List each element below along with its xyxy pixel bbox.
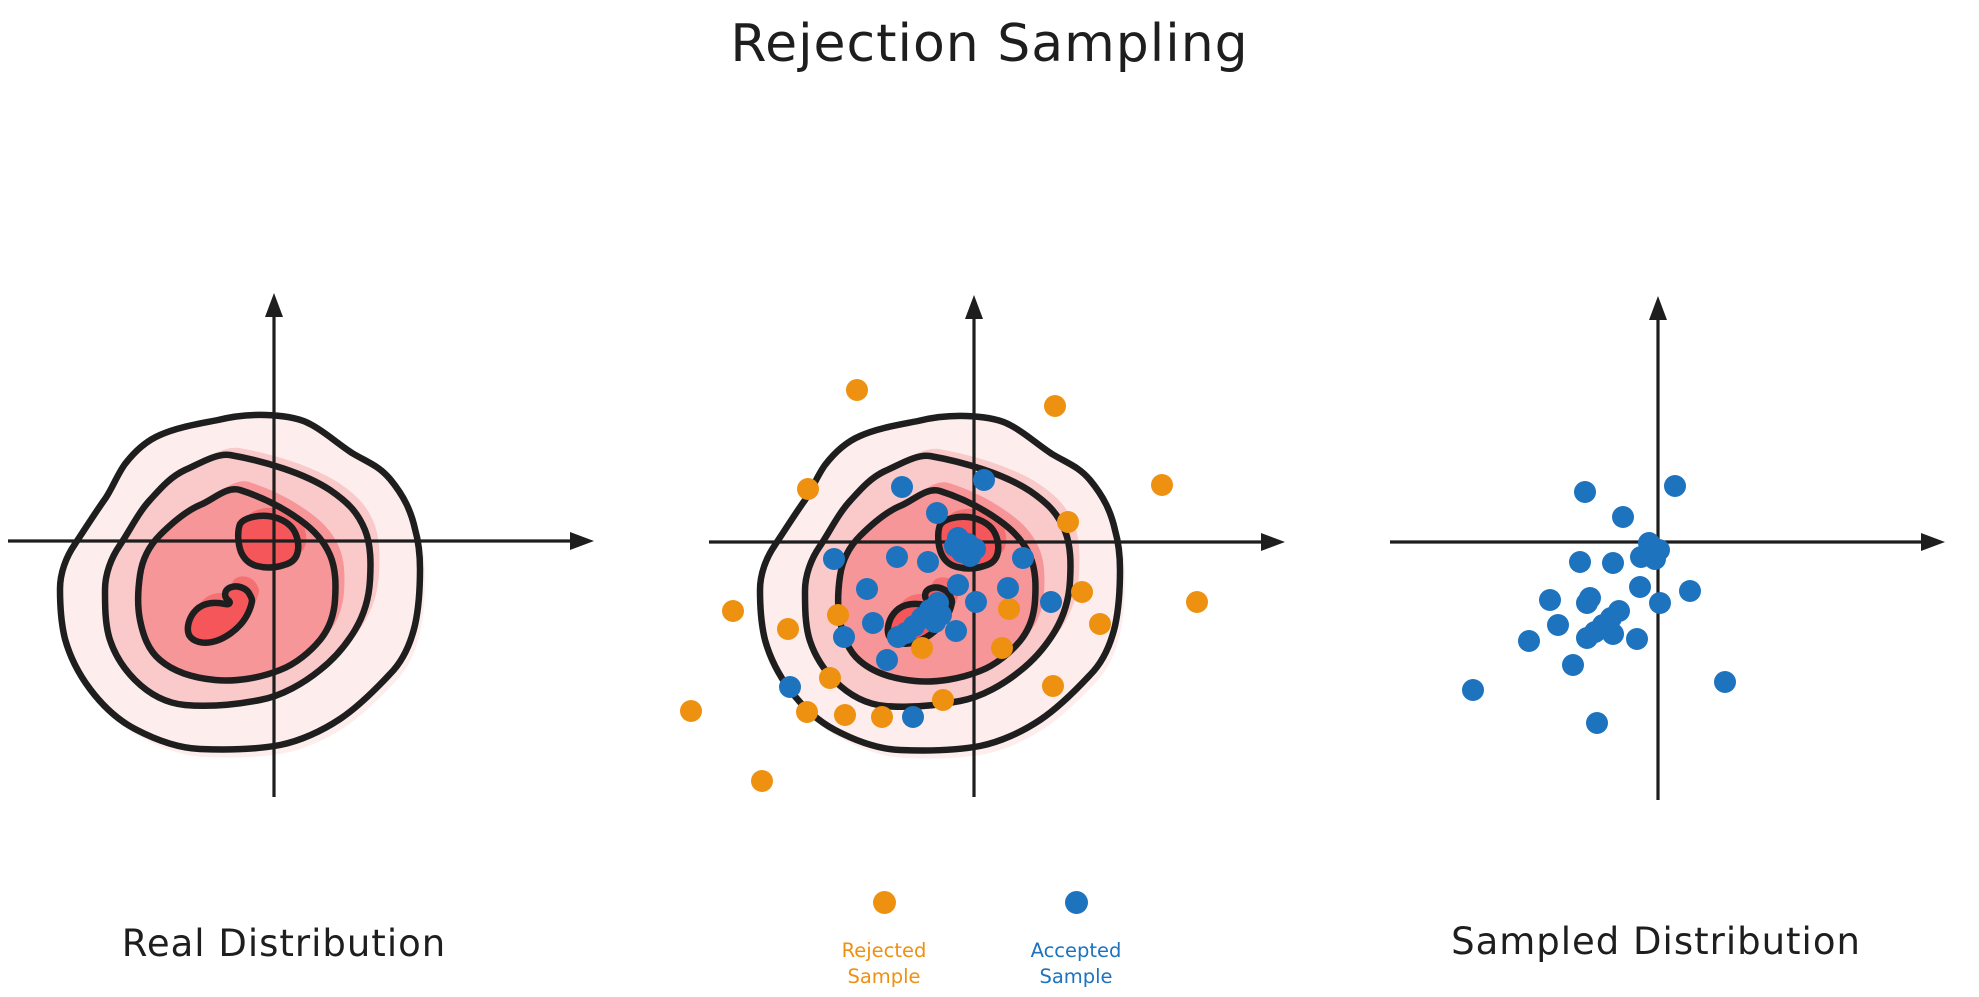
y-axis-arrowhead xyxy=(965,295,983,319)
rejected-sample-dot xyxy=(819,667,841,689)
accepted-sample-dot xyxy=(1679,580,1701,602)
accepted-sample-dot xyxy=(973,469,995,491)
accepted-sample-dot xyxy=(823,548,845,570)
rejected-sample-dot xyxy=(1057,511,1079,533)
accepted-sample-dot xyxy=(1664,475,1686,497)
rejected-sample-dot xyxy=(834,704,856,726)
rejected-sample-dot xyxy=(998,598,1020,620)
rejected-sample-dot xyxy=(751,770,773,792)
accepted-sample-dot xyxy=(1602,552,1624,574)
accepted-sample-dot xyxy=(1612,506,1634,528)
accepted-sample-dot xyxy=(1569,551,1591,573)
rejected-sample-dot xyxy=(911,637,933,659)
rejected-sample-dot xyxy=(1151,474,1173,496)
accepted-sample-dot xyxy=(917,551,939,573)
accepted-sample-dot xyxy=(1602,623,1624,645)
panel-sampling xyxy=(680,295,1285,797)
rejected-sample-dot xyxy=(796,701,818,723)
accepted-sample-dot xyxy=(947,574,969,596)
rejected-sample-dot xyxy=(1089,613,1111,635)
accepted-sample-dot xyxy=(1644,548,1666,570)
accepted-sample-dot xyxy=(1562,654,1584,676)
accepted-sample-dot xyxy=(876,649,898,671)
rejected-sample-dot xyxy=(991,637,1013,659)
accepted-sample-dot xyxy=(1576,627,1598,649)
rejected-sample-dot xyxy=(797,478,819,500)
x-axis-arrowhead xyxy=(1921,533,1945,551)
accepted-sample-dot xyxy=(1518,630,1540,652)
accepted-sample-dot xyxy=(965,591,987,613)
panel-sampled-distribution xyxy=(1390,296,1945,800)
accepted-sample-dot xyxy=(1626,628,1648,650)
accepted-sample-dot xyxy=(959,545,981,567)
accepted-sample-dot xyxy=(891,476,913,498)
legend-item-accepted: Accepted Sample xyxy=(1027,891,1125,990)
rejected-sample-dot xyxy=(680,700,702,722)
accepted-sample-dot xyxy=(1649,592,1671,614)
y-axis-arrowhead xyxy=(1649,296,1667,320)
accepted-sample-dot xyxy=(1462,679,1484,701)
accepted-sample-dot xyxy=(902,706,924,728)
accepted-sample-dot xyxy=(1574,481,1596,503)
accepted-sample-label: Accepted Sample xyxy=(1030,939,1122,988)
accepted-sample-dot xyxy=(1012,547,1034,569)
x-axis-arrowhead xyxy=(1261,533,1285,551)
rejected-sample-dot xyxy=(1186,591,1208,613)
accepted-sample-dot xyxy=(887,626,909,648)
accepted-sample-dot xyxy=(856,578,878,600)
accepted-sample-dot xyxy=(997,577,1019,599)
accepted-sample-dot xyxy=(1539,589,1561,611)
rejected-sample-dot xyxy=(871,706,893,728)
rejected-sample-dot xyxy=(846,379,868,401)
diagram-title: Rejection Sampling xyxy=(730,14,1249,74)
rejected-sample-dot-icon xyxy=(872,891,896,914)
y-axis-arrowhead xyxy=(265,293,283,317)
rejected-sample-dot xyxy=(777,618,799,640)
accepted-sample-dot xyxy=(1576,592,1598,614)
rejected-sample-dot xyxy=(1044,395,1066,417)
rejected-sample-dot xyxy=(827,604,849,626)
x-axis-arrowhead xyxy=(570,532,594,550)
accepted-sample-dot xyxy=(926,502,948,524)
real-distribution-label: Real Distribution xyxy=(121,922,447,965)
legend-item-rejected: Rejected Sample xyxy=(835,891,933,990)
accepted-sample-dot xyxy=(1040,591,1062,613)
sampled-distribution-label: Sampled Distribution xyxy=(1451,920,1861,963)
accepted-sample-dot xyxy=(833,626,855,648)
accepted-sample-dot xyxy=(886,546,908,568)
accepted-sample-dot xyxy=(862,612,884,634)
rejected-sample-label: Rejected Sample xyxy=(841,939,927,988)
accepted-sample-dot xyxy=(1586,712,1608,734)
rejected-sample-dot xyxy=(1071,581,1093,603)
accepted-sample-dot xyxy=(1547,614,1569,636)
accepted-sample-dot xyxy=(945,620,967,642)
rejected-sample-dot xyxy=(1042,675,1064,697)
accepted-sample-dot xyxy=(779,676,801,698)
panel-real-distribution xyxy=(8,293,594,797)
accepted-sample-dot xyxy=(1629,576,1651,598)
rejected-sample-dot xyxy=(932,689,954,711)
accepted-sample-dot-icon xyxy=(1064,891,1088,914)
accepted-sample-dot xyxy=(924,611,946,633)
accepted-sample-dot xyxy=(1714,671,1736,693)
rejected-sample-dot xyxy=(722,600,744,622)
